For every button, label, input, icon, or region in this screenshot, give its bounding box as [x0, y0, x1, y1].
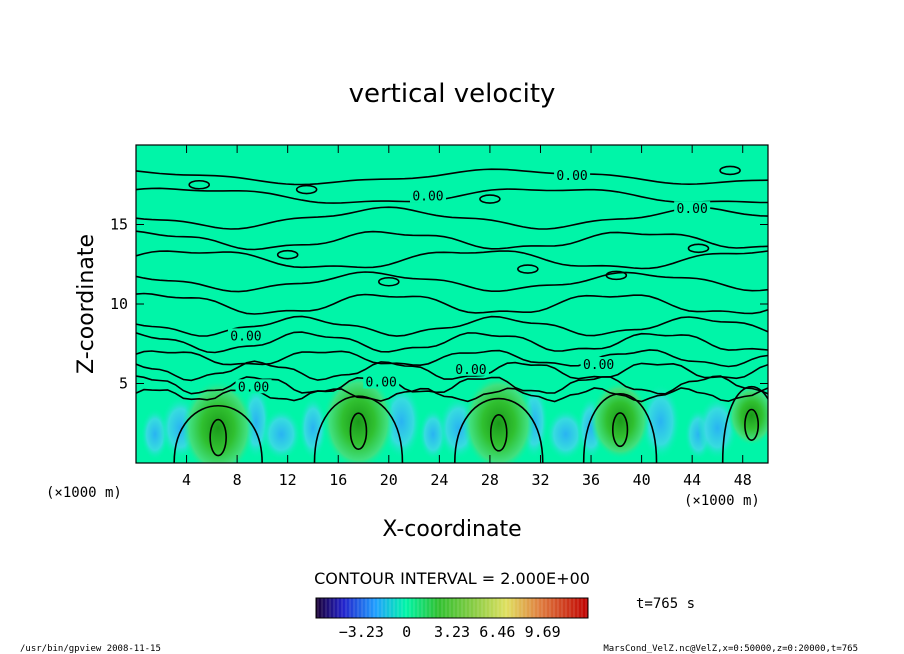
- contour-label-bg: [227, 328, 264, 343]
- x-tick-label: 8: [233, 471, 242, 489]
- updraft-core-contour: [349, 412, 368, 451]
- x-axis-label: X-coordinate: [382, 517, 521, 542]
- colorbar-tick-label: 6.46: [479, 623, 515, 641]
- contour-label: 0.00: [238, 380, 269, 395]
- colorbar: −3.23 0 3.23 6.46 9.69: [315, 597, 589, 641]
- y-tick-label: 5: [119, 375, 128, 393]
- zero-contour: [136, 271, 768, 293]
- updraft-core-contour: [611, 412, 629, 448]
- updraft-region: [182, 380, 255, 463]
- y-axis-ticks: 5 10 15: [110, 216, 768, 393]
- contour-blob: [605, 270, 628, 281]
- updraft-contour: [173, 404, 263, 463]
- x-tick-label: 48: [734, 471, 752, 489]
- zero-contour: [136, 349, 768, 368]
- y-tick-label: 10: [110, 295, 128, 313]
- updraft-contour: [721, 386, 768, 463]
- zero-contour: [136, 187, 768, 204]
- contour-label-bg: [452, 361, 489, 376]
- x-tick-label: 40: [633, 471, 651, 489]
- plot-area: 0.00 0.00 0.00 0.00 0.00 0.00 0.00 0.00: [135, 144, 769, 464]
- updraft-core-contour: [209, 418, 227, 457]
- x-tick-label: 28: [481, 471, 499, 489]
- contour-label: 0.00: [556, 169, 587, 184]
- updraft-region: [462, 375, 535, 463]
- zero-contour: [136, 375, 768, 395]
- zero-contour: [136, 360, 768, 382]
- zero-contour: [136, 206, 768, 230]
- contour-blob: [188, 179, 210, 190]
- time-label: t=765 s: [636, 596, 695, 612]
- contour-label-bg: [580, 357, 617, 372]
- updraft-contour: [313, 395, 404, 463]
- colorbar-stripes: [317, 598, 587, 618]
- contour-lines: [136, 165, 768, 463]
- updraft-region: [590, 380, 650, 460]
- x-tick-label: 20: [380, 471, 398, 489]
- contour-labels: 0.00 0.00 0.00 0.00 0.00 0.00 0.00 0.00: [227, 167, 711, 395]
- downdraft-region: [261, 408, 302, 461]
- contour-blob: [719, 165, 741, 176]
- velocity-field: [140, 373, 768, 463]
- contour-blob: [295, 184, 318, 195]
- contour-label: 0.00: [455, 363, 486, 378]
- contour-blob: [377, 276, 400, 287]
- zero-contour: [136, 250, 768, 270]
- y-tick-label: 15: [110, 216, 128, 234]
- updraft-core-contour: [744, 408, 760, 441]
- downdraft-region: [298, 396, 327, 461]
- colorbar-frame: [315, 597, 589, 619]
- contour-label-bg: [235, 379, 272, 394]
- colorbar-tick-label: 0: [402, 623, 411, 641]
- zero-contour: [136, 168, 768, 186]
- colorbar-tick-label: −3.23: [339, 623, 384, 641]
- contour-label: 0.00: [366, 376, 397, 391]
- zero-contour: [136, 230, 768, 251]
- x-tick-label: 4: [182, 471, 191, 489]
- contour-label: 0.00: [583, 358, 614, 373]
- footer-left: /usr/bin/gpview 2008-11-15: [20, 644, 161, 654]
- contour-blob: [276, 249, 299, 260]
- downdraft-region: [640, 383, 681, 460]
- x-tick-label: 12: [279, 471, 297, 489]
- contour-label-bg: [409, 188, 446, 203]
- y-unit-label: (×1000 m): [46, 485, 122, 501]
- downdraft-region: [545, 408, 586, 461]
- contour-label-bg: [363, 374, 400, 389]
- contour-label: 0.00: [230, 329, 261, 344]
- zero-contour: [136, 315, 768, 337]
- colorbar-tick-label: 9.69: [525, 623, 561, 641]
- x-tick-label: 36: [582, 471, 600, 489]
- contour-blob: [517, 264, 539, 274]
- updraft-core-contour: [489, 413, 508, 452]
- y-axis-label: Z-coordinate: [74, 234, 99, 374]
- downdraft-region: [697, 396, 738, 461]
- x-unit-label: (×1000 m): [684, 493, 760, 509]
- updraft-contour: [453, 398, 544, 463]
- contour-blob: [479, 194, 501, 204]
- contour-label: 0.00: [412, 189, 443, 204]
- footer-right: MarsCond_VelZ.nc@VelZ,x=0:50000,z=0:2000…: [603, 644, 858, 654]
- chart-title: vertical velocity: [349, 79, 556, 109]
- updraft-contour: [582, 393, 658, 463]
- x-tick-label: 44: [683, 471, 701, 489]
- colorbar-tick-labels: −3.23 0 3.23 6.46 9.69: [339, 623, 561, 641]
- x-tick-label: 24: [430, 471, 448, 489]
- contour-label: 0.00: [677, 202, 708, 217]
- x-axis-ticks: 4 8 12 16 20 24 28 32 36 40 44 48: [182, 145, 752, 489]
- colorbar-tick-label: 3.23: [434, 623, 470, 641]
- x-tick-label: 16: [329, 471, 347, 489]
- contour-blob: [687, 243, 710, 254]
- contour-label-bg: [554, 167, 591, 182]
- updraft-region: [322, 373, 395, 463]
- contour-interval-text: CONTOUR INTERVAL = 2.000E+00: [314, 569, 590, 588]
- zero-contour: [136, 331, 768, 354]
- zero-contour: [136, 292, 768, 315]
- colorbar-gradient: [316, 598, 588, 618]
- x-tick-label: 32: [531, 471, 549, 489]
- contour-label-bg: [674, 201, 711, 216]
